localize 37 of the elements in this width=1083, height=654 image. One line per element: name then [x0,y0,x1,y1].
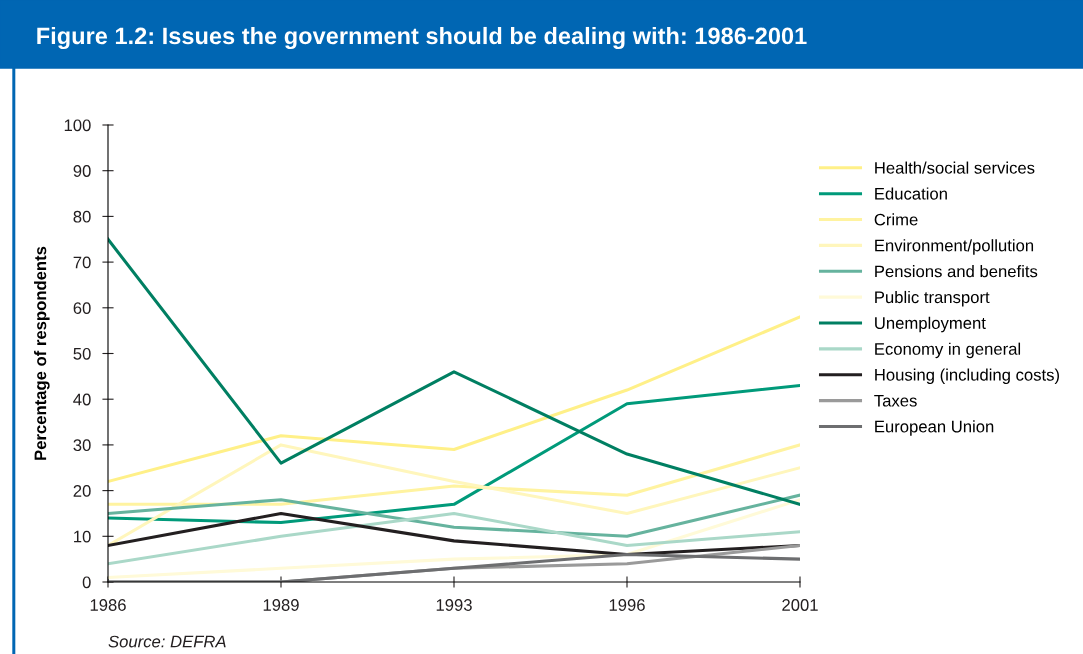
x-tick-label: 1996 [609,599,645,611]
legend-label: Taxes [874,394,917,407]
y-tick-label: 80 [73,210,91,223]
legend-label: Education [875,187,947,200]
line-series [108,383,800,525]
legend-label: Health/social services [875,161,1035,174]
source-note: Source: DEFRA [108,635,226,648]
legend-label: Unemployment [875,316,986,333]
y-tick-label: 10 [74,530,91,543]
x-tick-label: 1989 [263,599,299,611]
legend-label: Environment/pollution [875,239,1034,255]
line-series [108,315,800,483]
legend-label: Public transport [875,290,990,307]
chart-title: Figure 1.2: Issues the government should be dealing with: 1986-2001 [37,26,807,50]
y-axis-title: Percentage of respondents [34,246,50,460]
line-series [108,511,800,566]
y-tick-label: 100 [64,119,91,132]
y-tick-label: 20 [73,485,91,497]
line-series [108,237,800,506]
y-tick-label: 90 [73,165,91,177]
legend-label: Economy in general [875,342,1021,359]
y-tick-label: 40 [73,393,91,406]
legend-label: Crime [874,213,918,226]
line-series [108,443,800,547]
line-series [108,493,800,538]
y-tick-label: 0 [82,576,91,589]
x-tick-label: 1986 [90,599,126,611]
y-tick-label: 70 [73,256,91,269]
x-tick-label: 2001 [782,599,818,611]
legend-label: Pensions and benefits [875,265,1038,278]
y-tick-label: 30 [73,439,91,452]
y-tick-label: 60 [73,302,91,314]
legend-label: Housing (including costs) [875,368,1059,385]
line-series [108,498,800,579]
x-tick-label: 1993 [436,599,472,611]
legend-label: European Union [875,420,994,436]
y-tick-label: 50 [73,347,91,360]
